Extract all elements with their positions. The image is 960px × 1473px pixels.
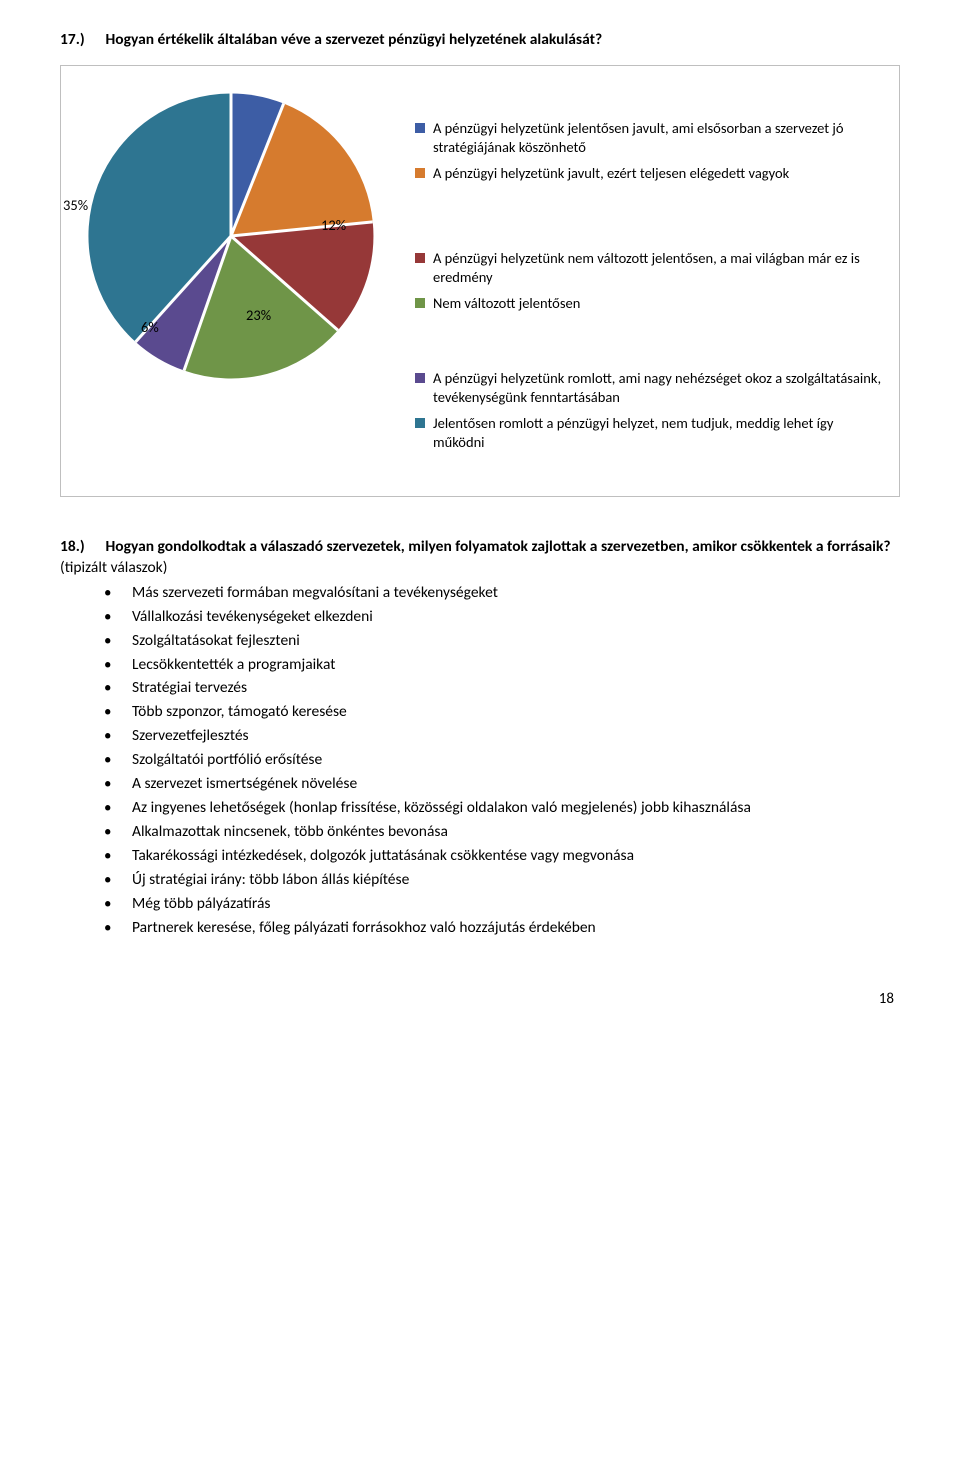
legend-item: A pénzügyi helyzetünk nem változott jele… (415, 249, 887, 288)
list-item: Szervezetfejlesztés (104, 726, 900, 747)
pie-chart-container: 6% 18% (60, 65, 900, 497)
pct-12: 12% (321, 216, 346, 236)
legend-text: A pénzügyi helyzetünk javult, ezért telj… (433, 164, 887, 184)
list-item: Lecsökkentették a programjaikat (104, 655, 900, 676)
legend-swatch (415, 123, 425, 133)
legend-text: A pénzügyi helyzetünk romlott, ami nagy … (433, 369, 887, 408)
q17-number: 17.) (60, 30, 102, 51)
q17-title-text: Hogyan értékelik általában véve a szerve… (106, 30, 603, 49)
list-item: Az ingyenes lehetőségek (honlap frissíté… (104, 798, 900, 819)
pct-23: 23% (246, 306, 271, 326)
legend-item: A pénzügyi helyzetünk romlott, ami nagy … (415, 369, 887, 408)
list-item: Más szervezeti formában megvalósítani a … (104, 583, 900, 604)
legend-group-3: A pénzügyi helyzetünk romlott, ami nagy … (391, 363, 887, 459)
pct-6b: 6% (141, 318, 159, 338)
pct-35: 35% (63, 196, 88, 216)
q18-bullet-list: Más szervezeti formában megvalósítani a … (60, 583, 900, 939)
legend-text: A pénzügyi helyzetünk jelentősen javult,… (433, 119, 887, 158)
list-item: Vállalkozási tevékenységeket elkezdeni (104, 607, 900, 628)
q18-number: 18.) (60, 537, 102, 558)
page-number: 18 (60, 989, 900, 1009)
legend-text: A pénzügyi helyzetünk nem változott jele… (433, 249, 887, 288)
legend-item: A pénzügyi helyzetünk javult, ezért telj… (415, 164, 887, 184)
legend-swatch (415, 373, 425, 383)
list-item: Partnerek keresése, főleg pályázati forr… (104, 918, 900, 939)
legend-text: Nem változott jelentősen (433, 294, 887, 314)
list-item: Alkalmazottak nincsenek, több önkéntes b… (104, 822, 900, 843)
q18-intro: 18.) Hogyan gondolkodtak a válaszadó sze… (60, 537, 900, 579)
list-item: Stratégiai tervezés (104, 678, 900, 699)
q18-plain-text: (tipizált válaszok) (60, 558, 167, 577)
list-item: Takarékossági intézkedések, dolgozók jut… (104, 846, 900, 867)
legend-group-1: A pénzügyi helyzetünk jelentősen javult,… (391, 113, 887, 190)
list-item: Még több pályázatírás (104, 894, 900, 915)
legend-text: Jelentősen romlott a pénzügyi helyzet, n… (433, 414, 887, 453)
legend-swatch (415, 418, 425, 428)
legend-item: Nem változott jelentősen (415, 294, 887, 314)
legend-item: Jelentősen romlott a pénzügyi helyzet, n… (415, 414, 887, 453)
legend-swatch (415, 298, 425, 308)
q18-bold-text: Hogyan gondolkodtak a válaszadó szerveze… (106, 537, 891, 556)
legend-item: A pénzügyi helyzetünk jelentősen javult,… (415, 119, 887, 158)
list-item: A szervezet ismertségének növelése (104, 774, 900, 795)
legend-swatch (415, 253, 425, 263)
list-item: Szolgáltatói portfólió erősítése (104, 750, 900, 771)
legend-group-2: A pénzügyi helyzetünk nem változott jele… (391, 243, 887, 320)
list-item: Szolgáltatásokat fejleszteni (104, 631, 900, 652)
list-item: Új stratégiai irány: több lábon állás ki… (104, 870, 900, 891)
q17-title: 17.) Hogyan értékelik általában véve a s… (60, 30, 900, 51)
list-item: Több szponzor, támogató keresése (104, 702, 900, 723)
legend-swatch (415, 168, 425, 178)
